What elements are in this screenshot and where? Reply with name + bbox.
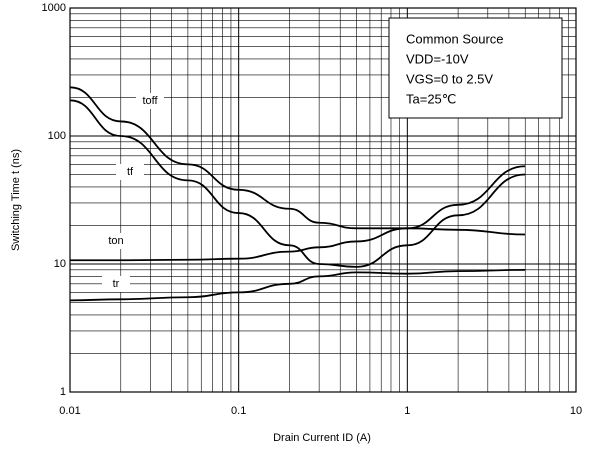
x-tick-label: 0.1 [231, 405, 246, 417]
x-axis-title: Drain Current ID (A) [273, 432, 371, 444]
x-tick-label: 10 [570, 405, 582, 417]
annotation: Ta=25℃ [406, 91, 456, 106]
annotation-box [388, 17, 563, 119]
series-label-bg [136, 93, 164, 109]
series-label: toff [142, 95, 158, 107]
series-label: tf [127, 166, 134, 178]
y-tick-label: 1 [60, 386, 66, 398]
x-tick-label: 0.01 [59, 405, 80, 417]
series-label-bg [102, 276, 130, 292]
y-tick-label: 100 [48, 130, 66, 142]
series-label-bg [102, 233, 130, 249]
annotation: VDD=-10V [406, 51, 469, 66]
y-axis-title: Switching Time t (ns) [10, 149, 22, 251]
y-tick-label: 1000 [42, 2, 66, 14]
annotation: Common Source [406, 31, 504, 46]
series-line [69, 99, 526, 268]
y-tick-label: 10 [54, 258, 66, 270]
x-tick-label: 1 [404, 405, 410, 417]
annotation: VGS=0 to 2.5V [406, 71, 493, 86]
series-label: tr [113, 278, 120, 290]
series-label: ton [108, 235, 123, 247]
series-label-bg [116, 164, 144, 180]
series-line [69, 86, 526, 236]
series-line [69, 268, 526, 302]
series-line [70, 165, 526, 262]
